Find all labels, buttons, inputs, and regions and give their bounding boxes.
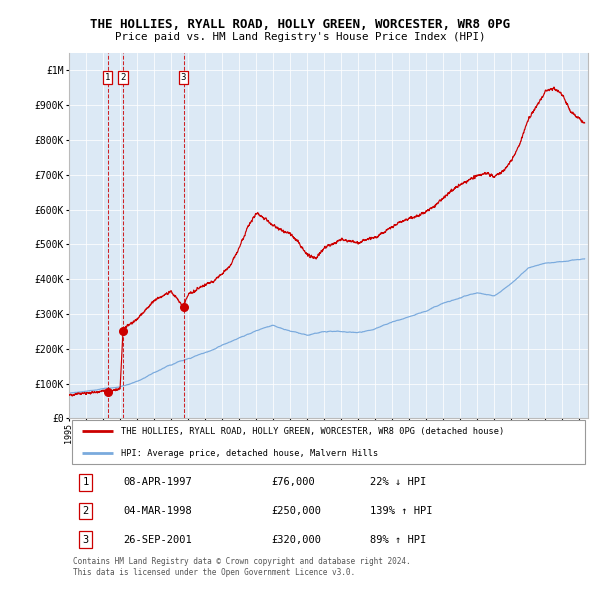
Text: THE HOLLIES, RYALL ROAD, HOLLY GREEN, WORCESTER, WR8 0PG (detached house): THE HOLLIES, RYALL ROAD, HOLLY GREEN, WO… xyxy=(121,427,504,436)
Text: THE HOLLIES, RYALL ROAD, HOLLY GREEN, WORCESTER, WR8 0PG: THE HOLLIES, RYALL ROAD, HOLLY GREEN, WO… xyxy=(90,18,510,31)
Text: 08-APR-1997: 08-APR-1997 xyxy=(124,477,192,487)
Text: 2: 2 xyxy=(120,73,125,83)
Text: Price paid vs. HM Land Registry's House Price Index (HPI): Price paid vs. HM Land Registry's House … xyxy=(115,32,485,42)
Text: 04-MAR-1998: 04-MAR-1998 xyxy=(124,506,192,516)
Text: 3: 3 xyxy=(181,73,186,83)
Text: 26-SEP-2001: 26-SEP-2001 xyxy=(124,535,192,545)
Text: 2: 2 xyxy=(82,506,89,516)
Text: £250,000: £250,000 xyxy=(271,506,322,516)
Text: 1: 1 xyxy=(82,477,89,487)
Text: Contains HM Land Registry data © Crown copyright and database right 2024.
This d: Contains HM Land Registry data © Crown c… xyxy=(73,558,411,577)
Text: 89% ↑ HPI: 89% ↑ HPI xyxy=(370,535,426,545)
Text: 22% ↓ HPI: 22% ↓ HPI xyxy=(370,477,426,487)
Text: 139% ↑ HPI: 139% ↑ HPI xyxy=(370,506,433,516)
Text: HPI: Average price, detached house, Malvern Hills: HPI: Average price, detached house, Malv… xyxy=(121,449,378,458)
Text: £76,000: £76,000 xyxy=(271,477,315,487)
FancyBboxPatch shape xyxy=(71,420,586,464)
Text: £320,000: £320,000 xyxy=(271,535,322,545)
Text: 1: 1 xyxy=(105,73,110,83)
Text: 3: 3 xyxy=(82,535,89,545)
